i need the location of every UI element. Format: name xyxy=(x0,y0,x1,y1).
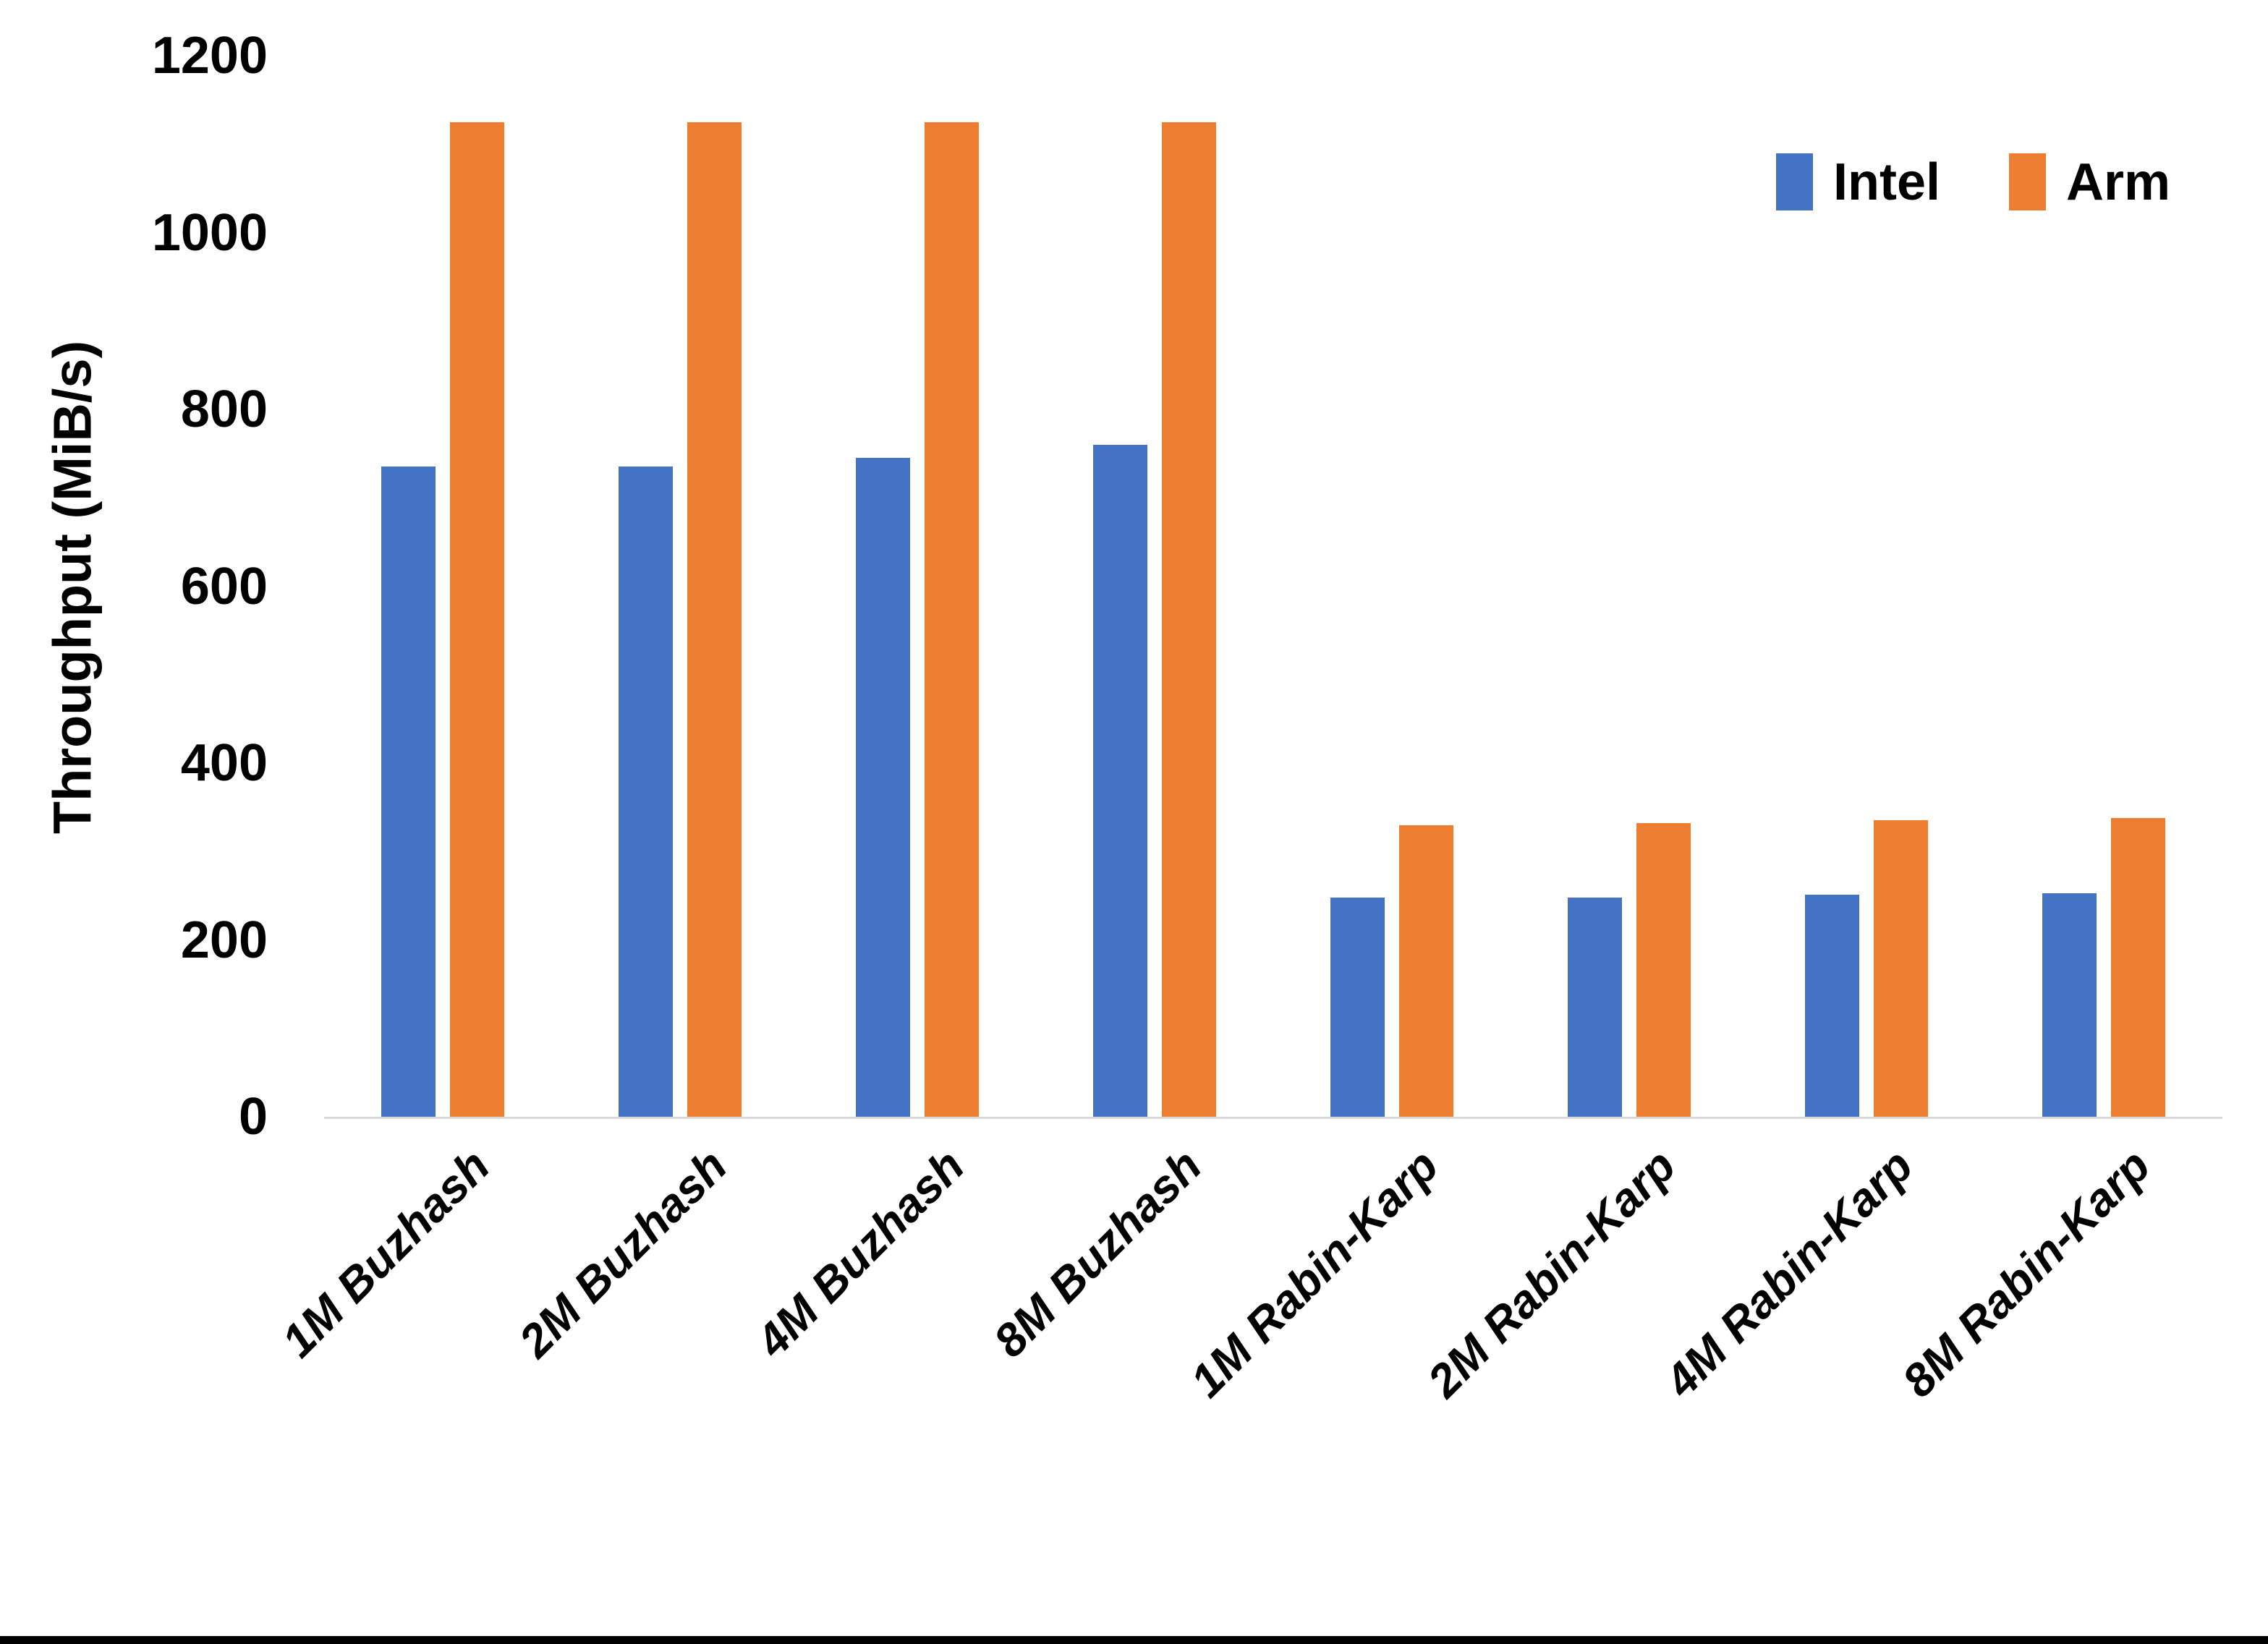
bar-group xyxy=(561,56,799,1117)
legend-item-arm: Arm xyxy=(2009,153,2170,210)
bar-group xyxy=(324,56,561,1117)
bar-group xyxy=(1036,56,1273,1117)
bar-arm-8m-buzhash xyxy=(1162,122,1216,1117)
bar-arm-8m-rabin-karp xyxy=(2111,817,2165,1117)
bar-intel-2m-buzhash xyxy=(619,467,673,1117)
bar-intel-4m-rabin-karp xyxy=(1805,895,1859,1117)
plot-area xyxy=(324,56,2222,1119)
x-category-label: 8M Rabin-Karp xyxy=(1892,1139,2161,1407)
y-tick-label: 400 xyxy=(180,734,268,792)
legend: Intel Arm xyxy=(1776,153,2170,210)
bar-group xyxy=(1985,56,2222,1117)
x-category-label: 2M Buzhash xyxy=(509,1139,737,1368)
bar-intel-1m-buzhash xyxy=(381,467,436,1117)
legend-label: Arm xyxy=(2066,153,2171,211)
bar-group xyxy=(1273,56,1511,1117)
y-tick-label: 1200 xyxy=(151,27,268,85)
bar-group xyxy=(1748,56,1985,1117)
bar-groups xyxy=(324,56,2222,1117)
x-category-label: 1M Rabin-Karp xyxy=(1180,1139,1449,1407)
bar-intel-4m-buzhash xyxy=(856,458,910,1117)
x-category-label: 2M Rabin-Karp xyxy=(1417,1139,1686,1407)
legend-label: Intel xyxy=(1833,153,1941,211)
bar-arm-4m-rabin-karp xyxy=(1874,820,1928,1117)
bar-intel-8m-rabin-karp xyxy=(2042,893,2097,1117)
bar-arm-1m-buzhash xyxy=(450,122,504,1117)
bar-arm-4m-buzhash xyxy=(925,122,979,1117)
bottom-frame-line xyxy=(0,1636,2268,1644)
legend-swatch-arm xyxy=(2009,153,2047,210)
bar-intel-2m-rabin-karp xyxy=(1568,897,1622,1117)
bar-group xyxy=(1511,56,1748,1117)
legend-item-intel: Intel xyxy=(1776,153,1940,210)
y-tick-label: 200 xyxy=(180,911,268,969)
bar-arm-2m-buzhash xyxy=(687,122,742,1117)
y-tick-label: 0 xyxy=(238,1088,268,1146)
x-category-label: 1M Buzhash xyxy=(271,1139,500,1368)
bar-arm-2m-rabin-karp xyxy=(1636,823,1691,1117)
x-category-label: 4M Rabin-Karp xyxy=(1655,1139,1924,1407)
y-tick-label: 1000 xyxy=(151,203,268,262)
x-category-label: 8M Buzhash xyxy=(983,1139,1212,1368)
y-tick-label: 800 xyxy=(180,380,268,438)
legend-swatch-intel xyxy=(1776,153,1813,210)
y-tick-label: 600 xyxy=(180,557,268,616)
bar-group xyxy=(799,56,1036,1117)
bar-intel-1m-rabin-karp xyxy=(1330,897,1385,1117)
bar-intel-8m-buzhash xyxy=(1093,444,1147,1117)
bar-arm-1m-rabin-karp xyxy=(1399,825,1453,1117)
x-category-label: 4M Buzhash xyxy=(746,1139,974,1368)
